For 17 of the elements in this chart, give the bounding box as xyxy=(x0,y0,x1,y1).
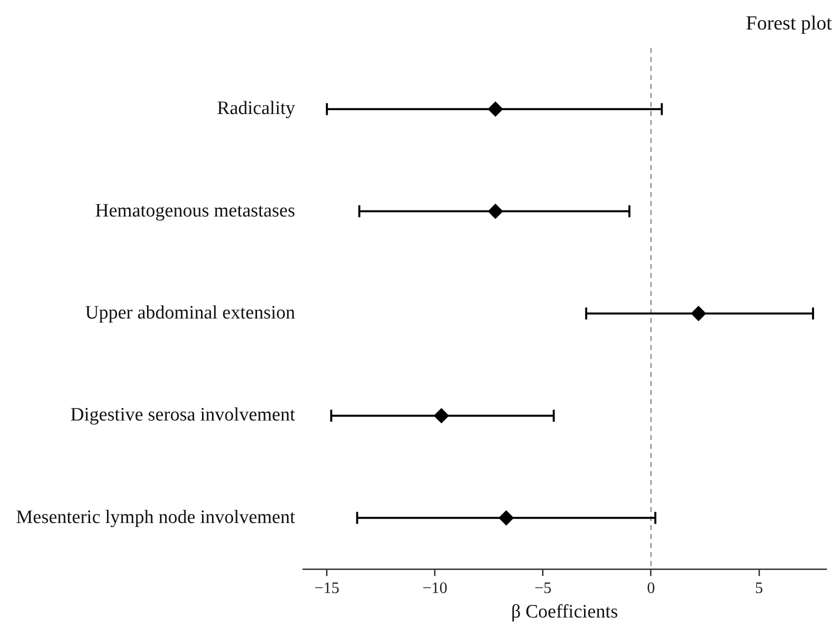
y-tick-label: Hematogenous metastases xyxy=(95,200,296,222)
y-tick-label: Radicality xyxy=(217,98,296,120)
point xyxy=(488,102,503,117)
x-axis-title: β Coefficients xyxy=(511,602,618,623)
point xyxy=(434,408,449,424)
x-tick-label: −5 xyxy=(534,580,552,597)
x-tick-label: −10 xyxy=(422,580,448,597)
x-tick-label: 5 xyxy=(755,580,764,597)
x-tick-label: 0 xyxy=(646,580,655,597)
point xyxy=(488,204,503,219)
y-tick-label: Mesenteric lymph node involvement xyxy=(16,506,296,528)
point xyxy=(691,306,706,321)
chart-title: Forest plot xyxy=(746,12,832,34)
point xyxy=(498,510,514,526)
y-tick-label: Upper abdominal extension xyxy=(85,302,296,324)
x-tick-label: −15 xyxy=(314,580,340,597)
y-tick-label: Digestive serosa involvement xyxy=(70,404,296,426)
